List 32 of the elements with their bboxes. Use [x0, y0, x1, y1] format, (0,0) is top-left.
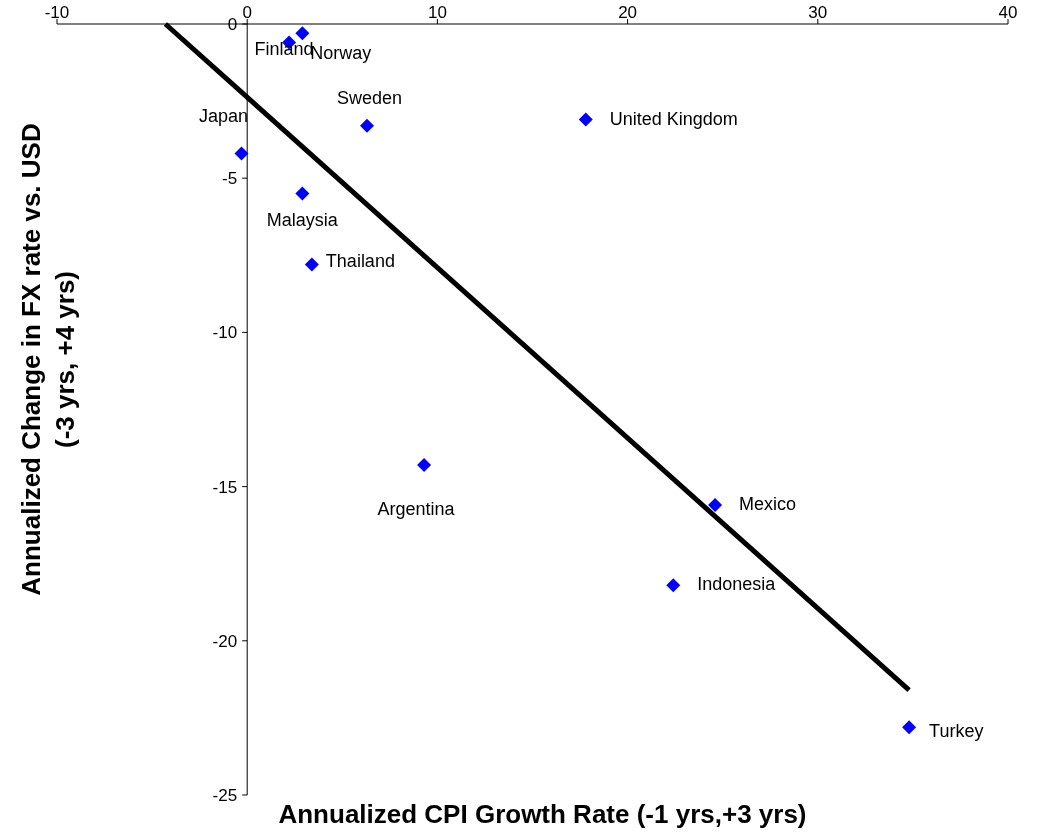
annotation: Mexico: [739, 494, 797, 515]
point: [304, 257, 319, 272]
x-tick-label: 10: [427, 3, 447, 22]
annotation: Sweden: [337, 87, 403, 108]
annotation: Turkey: [929, 721, 984, 742]
point: [578, 112, 593, 127]
y-tick-label: -20: [212, 631, 238, 651]
annotation: Japan: [198, 105, 249, 126]
annotation: Malaysia: [266, 209, 339, 230]
annotation: Indonesia: [697, 574, 777, 595]
y-tick-label: -15: [212, 477, 238, 497]
x-tick-label: -10: [44, 3, 70, 22]
point: [902, 720, 917, 735]
x-axis-title: Annualized CPI Growth Rate (-1 yrs,+3 yrs): [278, 799, 807, 829]
annotation: Thailand: [325, 250, 395, 271]
x-tick-label: 40: [998, 3, 1018, 22]
annotation: United Kingdom: [609, 108, 738, 129]
y-tick-label: -5: [222, 169, 238, 189]
point: [360, 118, 375, 133]
y-axis-title: Annualized Change in FX rate vs. USD (-3 yrs, +4 yrs): [16, 123, 80, 596]
y-tick-label: -25: [212, 785, 238, 805]
point: [295, 186, 310, 201]
x-tick-label: 30: [808, 3, 828, 22]
point: [666, 578, 681, 593]
x-tick-label: 20: [618, 3, 638, 22]
point: [417, 458, 432, 473]
point: [234, 146, 249, 161]
annotation: Argentina: [377, 499, 456, 520]
y-tick-label: -10: [212, 323, 238, 343]
point: [708, 498, 723, 513]
x-tick-label: 0: [242, 3, 252, 22]
point: [295, 26, 310, 41]
